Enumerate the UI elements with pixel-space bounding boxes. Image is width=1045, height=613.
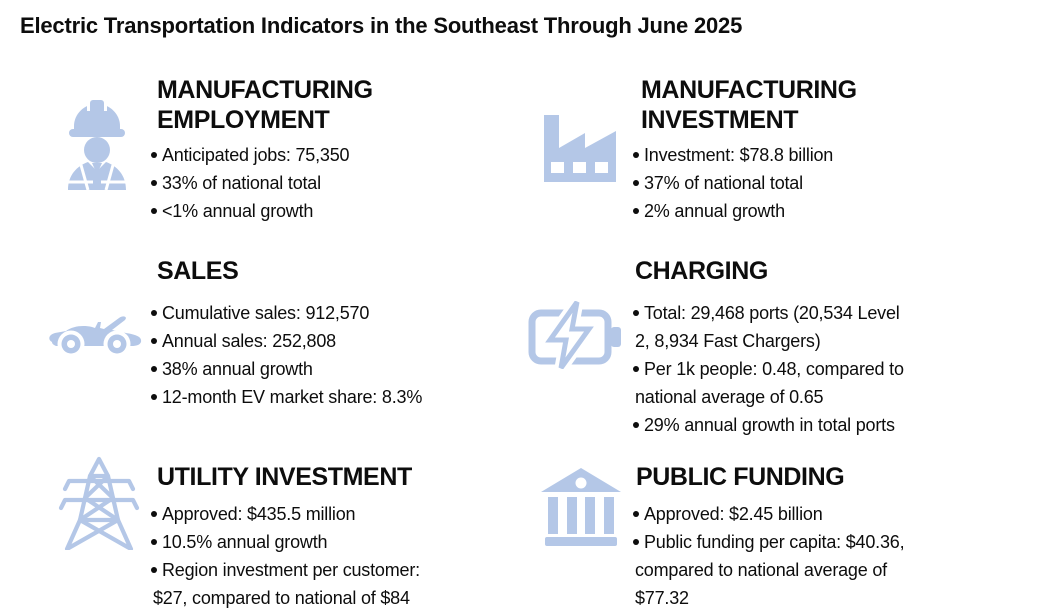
bullet-item: Cumulative sales: 912,570 [150,299,560,327]
section-title: MANUFACTURING INVESTMENT [641,76,857,134]
bullet-item: 29% annual growth in total ports [632,411,1042,439]
bullet-item: Investment: $78.8 billion [632,141,1042,169]
bullet-item: 33% of national total [150,169,560,197]
bullet-list: Cumulative sales: 912,570 Annual sales: … [150,299,560,411]
battery-charging-icon [528,298,622,374]
bullet-item: Annual sales: 252,808 [150,327,560,355]
section-title: UTILITY INVESTMENT [157,463,412,491]
factory-icon [540,112,620,187]
bullet-item: 12-month EV market share: 8.3% [150,383,560,411]
bullet-item: Per 1k people: 0.48, compared to nationa… [632,355,1042,411]
section-title: PUBLIC FUNDING [636,463,845,491]
bullet-item: 10.5% annual growth [150,528,560,556]
page-title: Electric Transportation Indicators in th… [20,13,743,38]
section-title: MANUFACTURING EMPLOYMENT [157,76,373,134]
bullet-list: Anticipated jobs: 75,350 33% of national… [150,141,560,225]
bullet-item: <1% annual growth [150,197,560,225]
bullet-list: Approved: $2.45 billion Public funding p… [632,500,1042,612]
bullet-item: Region investment per customer: $27, com… [150,556,560,612]
construction-worker-icon [60,98,134,195]
convertible-car-icon [47,308,143,359]
bullet-item: Total: 29,468 ports (20,534 Level 2, 8,9… [632,299,1042,355]
bank-building-icon [539,468,623,554]
section-title: SALES [157,257,239,285]
bullet-item: Approved: $2.45 billion [632,500,1042,528]
bullet-item: Anticipated jobs: 75,350 [150,141,560,169]
bullet-list: Total: 29,468 ports (20,534 Level 2, 8,9… [632,299,1042,439]
bullet-item: 37% of national total [632,169,1042,197]
bullet-list: Investment: $78.8 billion 37% of nationa… [632,141,1042,225]
bullet-list: Approved: $435.5 million 10.5% annual gr… [150,500,560,612]
section-title: CHARGING [635,257,768,285]
transmission-tower-icon [57,456,141,555]
bullet-item: 38% annual growth [150,355,560,383]
bullet-item: Approved: $435.5 million [150,500,560,528]
bullet-item: 2% annual growth [632,197,1042,225]
bullet-item: Public funding per capita: $40.36, compa… [632,528,1042,612]
